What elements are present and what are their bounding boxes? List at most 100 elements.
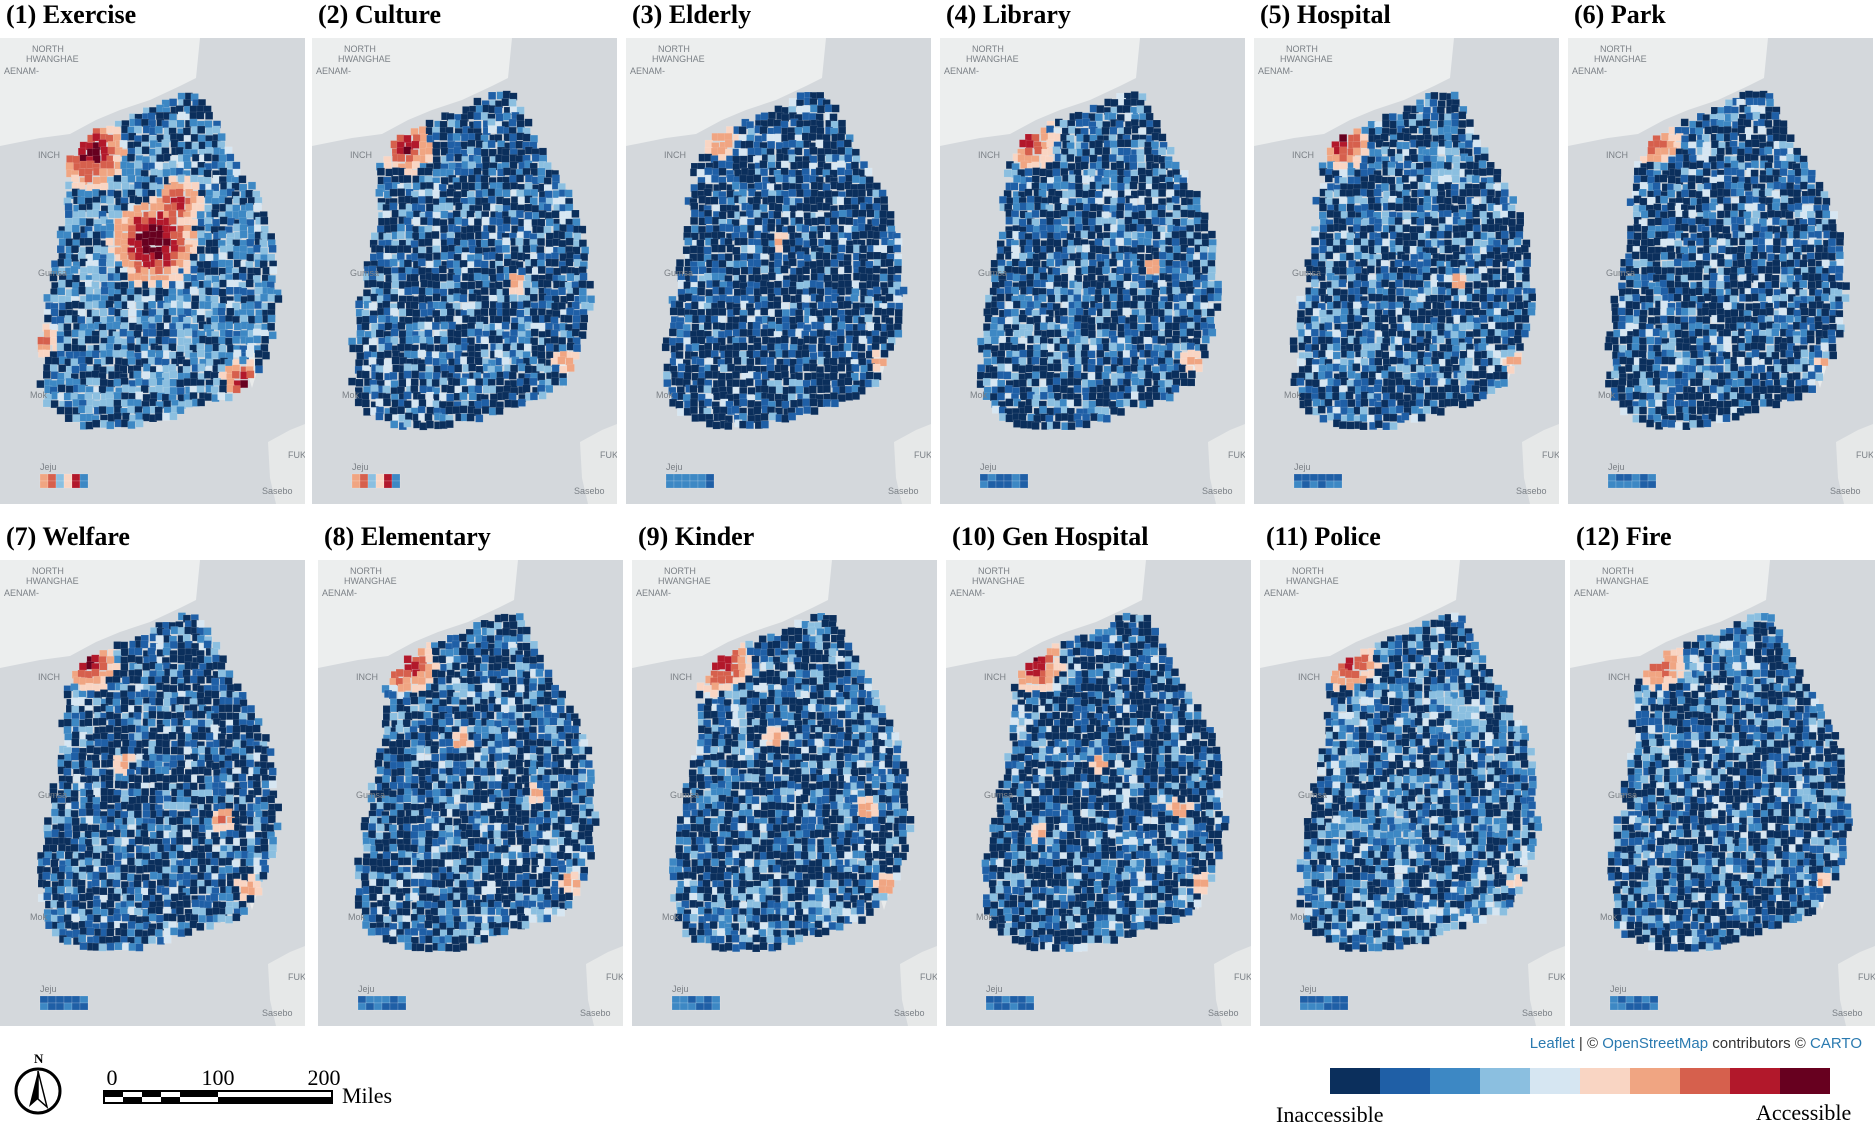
basemap-label: Mok: [1598, 390, 1615, 400]
basemap-label: NORTH: [32, 44, 64, 54]
basemap-label: AENAM-: [1574, 588, 1609, 598]
basemap-label: HWANGHAE: [658, 576, 711, 586]
basemap-label: HWANGHAE: [338, 54, 391, 64]
carto-link[interactable]: CARTO: [1810, 1035, 1862, 1052]
basemap-label: HWANGHAE: [344, 576, 397, 586]
basemap-label: Gumsa: [670, 790, 699, 800]
basemap-label: HWANGHAE: [1286, 576, 1339, 586]
scale-bar-graphic: N 0 100 200 Miles: [12, 1045, 412, 1125]
basemap-label: Jeju: [1608, 462, 1625, 472]
basemap-label: NORTH: [978, 566, 1010, 576]
jeju-island: [40, 474, 88, 488]
basemap-label: Mok: [342, 390, 359, 400]
basemap-label: Jeju: [40, 462, 57, 472]
legend-swatch: [1330, 1068, 1380, 1094]
basemap-label: FUK: [1542, 450, 1559, 460]
basemap-label: Mok: [30, 390, 47, 400]
basemap-label: Gumsa: [38, 790, 67, 800]
jeju-island: [672, 996, 720, 1010]
basemap-label: Gumsa: [1608, 790, 1637, 800]
basemap-label: AENAM-: [630, 66, 665, 76]
basemap-label: AENAM-: [4, 588, 39, 598]
jeju-island: [40, 996, 88, 1010]
basemap-label: Gumsa: [356, 790, 385, 800]
attribution-sep: | ©: [1575, 1035, 1602, 1052]
basemap-label: Sasebo: [580, 1008, 611, 1018]
basemap-label: Sasebo: [262, 1008, 293, 1018]
legend-swatch: [1380, 1068, 1430, 1094]
panel-title: (4) Library: [946, 0, 1071, 30]
basemap-label: NORTH: [1602, 566, 1634, 576]
basemap-label: NORTH: [664, 566, 696, 576]
basemap-label: Jeju: [666, 462, 683, 472]
scale-bar: N 0 100 200 Miles: [12, 1045, 412, 1130]
basemap-label: INCH: [1298, 672, 1320, 682]
panel-title: (3) Elderly: [632, 0, 751, 30]
basemap-label: FUK: [600, 450, 617, 460]
legend-swatches: [1330, 1068, 1830, 1094]
basemap-label: AENAM-: [1572, 66, 1607, 76]
basemap-label: Gumsa: [38, 268, 67, 278]
basemap-label: Sasebo: [1830, 486, 1861, 496]
basemap-label: Sasebo: [1832, 1008, 1863, 1018]
basemap-label: NORTH: [350, 566, 382, 576]
basemap-label: Mok: [348, 912, 365, 922]
basemap-label: Sasebo: [262, 486, 293, 496]
basemap-label: Jeju: [980, 462, 997, 472]
basemap-label: AENAM-: [636, 588, 671, 598]
basemap-label: INCH: [1606, 150, 1628, 160]
basemap-label: INCH: [38, 672, 60, 682]
leaflet-link[interactable]: Leaflet: [1530, 1035, 1575, 1052]
panel-title: (5) Hospital: [1260, 0, 1391, 30]
basemap-label: Jeju: [358, 984, 375, 994]
panel-title: (6) Park: [1574, 0, 1666, 30]
basemap-label: Sasebo: [894, 1008, 925, 1018]
jeju-island: [1608, 474, 1656, 488]
basemap-label: HWANGHAE: [652, 54, 705, 64]
basemap-label: Gumsa: [984, 790, 1013, 800]
basemap-label: Jeju: [40, 984, 57, 994]
basemap-label: Sasebo: [1516, 486, 1547, 496]
basemap-label: Jeju: [352, 462, 369, 472]
panel-title: (1) Exercise: [6, 0, 136, 30]
legend-swatch: [1780, 1068, 1830, 1094]
osm-link[interactable]: OpenStreetMap: [1602, 1035, 1708, 1052]
panel-title: (7) Welfare: [6, 522, 130, 552]
basemap-label: FUK: [920, 972, 937, 982]
basemap-label: INCH: [38, 150, 60, 160]
basemap-label: Mok: [970, 390, 987, 400]
basemap-label: Jeju: [1610, 984, 1627, 994]
basemap-label: FUK: [606, 972, 623, 982]
basemap-label: Sasebo: [888, 486, 919, 496]
legend-swatch: [1630, 1068, 1680, 1094]
basemap-label: INCH: [1608, 672, 1630, 682]
basemap-label: Mok: [1284, 390, 1301, 400]
basemap-label: FUK: [288, 972, 305, 982]
legend-swatch: [1680, 1068, 1730, 1094]
basemap-label: Jeju: [1300, 984, 1317, 994]
basemap-label: Mok: [976, 912, 993, 922]
panel-title: (9) Kinder: [638, 522, 754, 552]
basemap-label: Mok: [1600, 912, 1617, 922]
basemap-label: HWANGHAE: [1594, 54, 1647, 64]
basemap-label: HWANGHAE: [1280, 54, 1333, 64]
jeju-island: [986, 996, 1034, 1010]
